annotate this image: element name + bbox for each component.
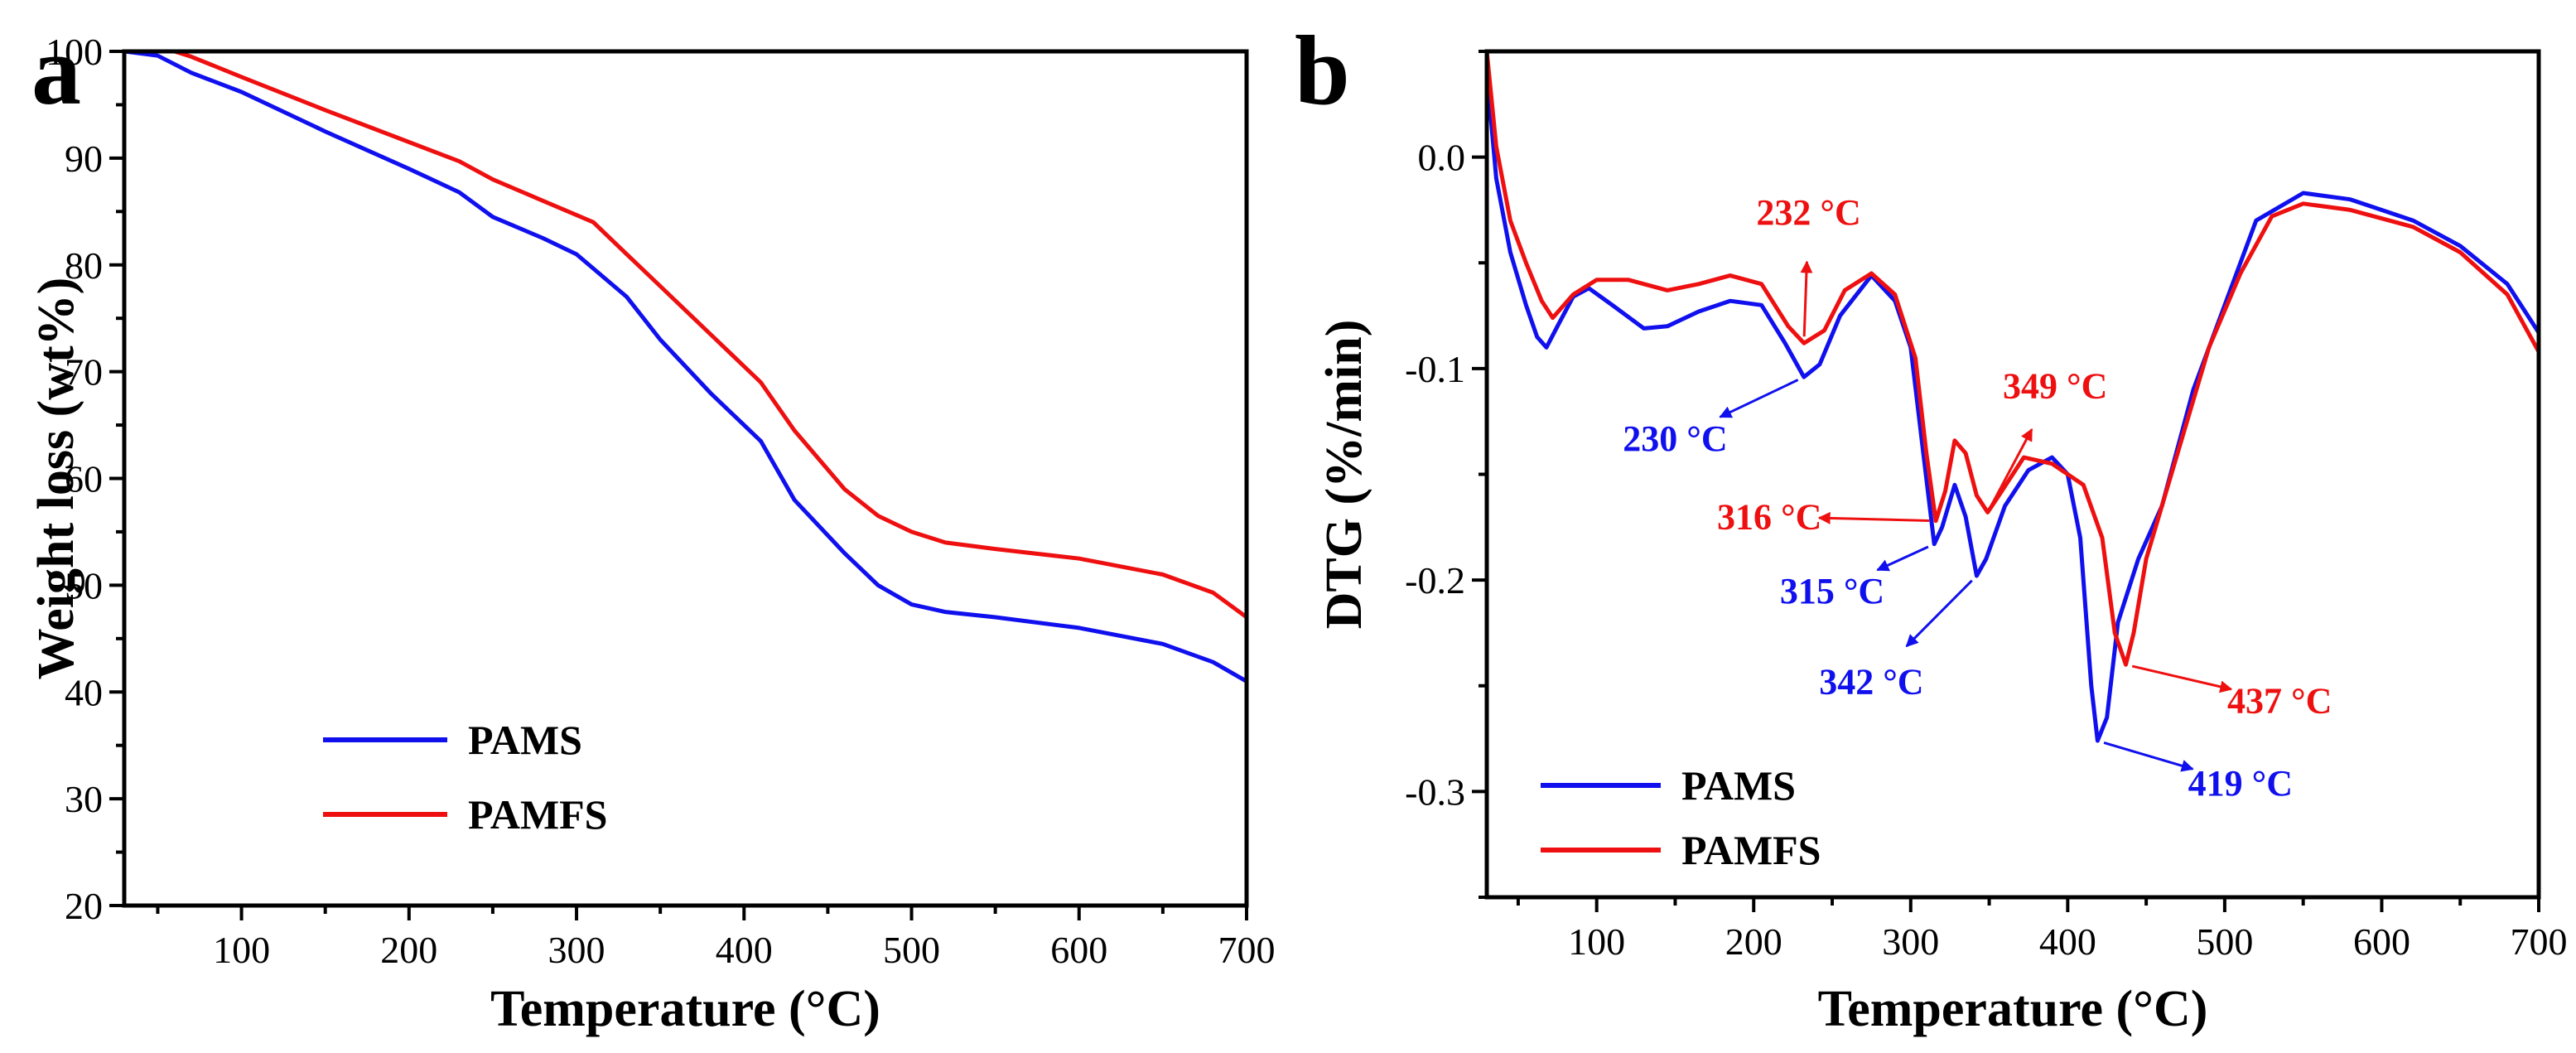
y-tick-label: 50 [65,564,103,606]
annotation-arrow [2131,664,2233,693]
panel-a-letter: a [31,15,81,125]
legend-label-pamfs: PAMFS [468,791,607,838]
annotation-label: 232 °C [1756,192,1860,233]
annotation-arrow [1719,379,1799,418]
annotation-label: 230 °C [1623,418,1727,459]
x-tick-label: 400 [716,929,773,971]
y-tick-label: 80 [65,244,103,287]
annotation-label: 349 °C [2003,365,2107,406]
legend-label-pams: PAMS [468,717,582,763]
x-axis-title: Temperature (°C) [1818,981,2208,1037]
y-tick-label: 90 [65,138,103,180]
legend-label-pamfs: PAMFS [1681,827,1821,873]
y-axis-title: Weight loss (wt%) [28,278,84,680]
annotation-label: 316 °C [1717,497,1821,538]
series-line-pamfs [1487,51,2539,667]
x-tick-label: 300 [1882,920,1939,963]
y-tick-label: 30 [65,778,103,820]
annotation-arrow [1817,511,1930,524]
x-tick-label: 600 [2353,920,2410,963]
annotation-arrow [1990,427,2033,508]
y-tick-label: 70 [65,351,103,394]
y-tick-label: 20 [65,885,103,927]
series-line-pams [1487,72,2539,743]
y-tick-label: 40 [65,671,103,713]
annotation-label: 419 °C [2188,763,2293,804]
x-tick-label: 500 [883,929,940,971]
x-axis-title: Temperature (°C) [490,981,880,1037]
x-tick-label: 200 [380,929,437,971]
x-tick-label: 700 [2511,920,2568,963]
annotation-label: 342 °C [1819,662,1923,703]
x-tick-label: 100 [213,929,270,971]
x-tick-label: 400 [2039,920,2096,963]
x-tick-label: 300 [548,929,605,971]
annotation-arrow [1800,260,1813,337]
y-tick-label: -0.1 [1405,348,1465,390]
annotation-arrow [1876,545,1929,572]
y-tick-label: -0.2 [1405,559,1465,601]
series-line-pams [124,51,1247,683]
x-tick-label: 100 [1568,920,1625,963]
y-tick-label: 100 [46,31,103,73]
annotation-label: 437 °C [2227,681,2332,722]
legend-label-pams: PAMS [1681,762,1796,809]
y-tick-label: -0.3 [1405,770,1465,813]
annotation-arrow [1905,579,1973,648]
plot-frame [122,49,1249,908]
y-tick-label: 0.0 [1418,137,1466,179]
annotation-label: 315 °C [1780,571,1884,611]
series-line-pamfs [167,51,1247,620]
annotation-arrow [2103,741,2194,772]
x-tick-label: 500 [2196,920,2253,963]
x-tick-label: 600 [1050,929,1107,971]
panel-b-letter: b [1295,15,1350,125]
panel-b-chart: b 100 200 300 400 500 600 700 -0.3 -0.2 -0.1 0.0 Tem… [1295,15,2568,1037]
y-axis-title: DTG (%/min) [1316,320,1372,630]
y-tick-label: 60 [65,458,103,500]
x-tick-label: 200 [1725,920,1782,963]
x-tick-label: 700 [1218,929,1276,971]
